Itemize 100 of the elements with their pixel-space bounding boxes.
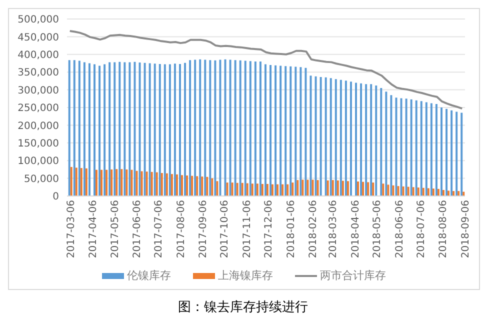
bar bbox=[272, 184, 274, 196]
bar bbox=[330, 78, 332, 196]
bar bbox=[118, 62, 121, 196]
bar bbox=[110, 169, 113, 196]
bar bbox=[191, 176, 194, 196]
bar bbox=[150, 172, 153, 196]
bar bbox=[209, 60, 212, 196]
bar bbox=[370, 84, 372, 196]
bar bbox=[216, 181, 218, 196]
bar bbox=[425, 102, 428, 196]
bar bbox=[154, 64, 156, 196]
x-tick-label: 2017-11-06 bbox=[242, 200, 253, 258]
bar bbox=[405, 98, 408, 196]
y-tick-label: 350,000 bbox=[18, 68, 59, 79]
bar bbox=[236, 182, 238, 196]
bar bbox=[435, 104, 438, 196]
bar bbox=[166, 173, 168, 196]
bar bbox=[108, 62, 111, 196]
x-tick-label: 2018-04-06 bbox=[350, 200, 362, 258]
x-tick-label: 2017-03-06 bbox=[66, 200, 77, 258]
bar bbox=[387, 184, 390, 196]
bar bbox=[75, 168, 78, 196]
bar bbox=[261, 184, 264, 196]
bar bbox=[300, 67, 302, 196]
bar bbox=[136, 170, 138, 196]
bar bbox=[88, 63, 90, 196]
bar bbox=[316, 180, 319, 196]
bar bbox=[442, 190, 444, 196]
bar bbox=[206, 176, 208, 196]
x-tick-label: 2017-07-06 bbox=[154, 200, 165, 258]
bar bbox=[385, 92, 388, 196]
bar bbox=[296, 180, 299, 196]
bar bbox=[397, 186, 400, 196]
bar bbox=[407, 186, 410, 196]
bar bbox=[282, 184, 284, 196]
bar bbox=[138, 62, 141, 196]
bar bbox=[256, 184, 258, 196]
bar bbox=[104, 64, 106, 196]
y-tick-label: 500,000 bbox=[18, 14, 59, 26]
bar bbox=[450, 110, 453, 196]
bar bbox=[362, 182, 364, 196]
bar bbox=[360, 83, 362, 196]
bar bbox=[334, 79, 337, 196]
bar bbox=[194, 60, 196, 196]
bar bbox=[68, 60, 70, 196]
bar bbox=[274, 65, 277, 196]
bar bbox=[180, 175, 183, 196]
bar bbox=[456, 112, 458, 196]
bar bbox=[375, 86, 378, 196]
bar bbox=[420, 101, 422, 196]
bar bbox=[114, 62, 116, 196]
bar bbox=[231, 182, 234, 196]
bar bbox=[344, 80, 347, 196]
x-tick-label: 2018-07-06 bbox=[416, 200, 427, 258]
bar bbox=[259, 61, 262, 196]
bar bbox=[355, 82, 358, 196]
bar bbox=[304, 68, 307, 196]
bar bbox=[100, 170, 103, 196]
bar bbox=[174, 64, 176, 196]
bar bbox=[324, 77, 327, 196]
bar bbox=[239, 60, 242, 196]
bar bbox=[437, 188, 440, 196]
bar bbox=[120, 169, 123, 196]
bar bbox=[85, 168, 88, 196]
bar bbox=[116, 169, 118, 196]
bar bbox=[302, 180, 304, 196]
bar bbox=[176, 174, 178, 196]
bar bbox=[346, 181, 349, 196]
bar bbox=[201, 176, 204, 196]
bar bbox=[251, 184, 254, 196]
line-series bbox=[68, 30, 464, 110]
bar bbox=[372, 182, 374, 196]
bar bbox=[314, 76, 317, 196]
bar bbox=[400, 98, 402, 196]
bar bbox=[224, 59, 226, 196]
bar bbox=[415, 100, 418, 196]
bar bbox=[184, 62, 186, 196]
bar bbox=[96, 170, 98, 196]
bar bbox=[340, 80, 342, 196]
bar bbox=[412, 187, 414, 196]
bar bbox=[130, 170, 133, 196]
x-tick-label: 2017-05-06 bbox=[110, 200, 121, 258]
x-tick-label: 2018-05-06 bbox=[372, 200, 384, 258]
bar bbox=[219, 60, 222, 196]
bar bbox=[186, 175, 188, 196]
bar bbox=[94, 64, 96, 196]
bar bbox=[392, 185, 394, 196]
x-tick-label: 2018-06-06 bbox=[394, 200, 406, 258]
y-tick-label: 450,000 bbox=[18, 32, 59, 44]
bar bbox=[254, 61, 256, 196]
bar bbox=[350, 82, 352, 196]
bar bbox=[246, 183, 248, 196]
bar bbox=[160, 172, 163, 196]
x-tick-label: 2017-10-06 bbox=[220, 200, 231, 258]
bar bbox=[276, 184, 279, 196]
bar bbox=[320, 77, 322, 196]
bar bbox=[402, 186, 404, 196]
bar bbox=[427, 188, 430, 196]
x-tick-label: 2017-12-06 bbox=[264, 200, 275, 258]
y-tick-label: 400,000 bbox=[18, 50, 59, 61]
